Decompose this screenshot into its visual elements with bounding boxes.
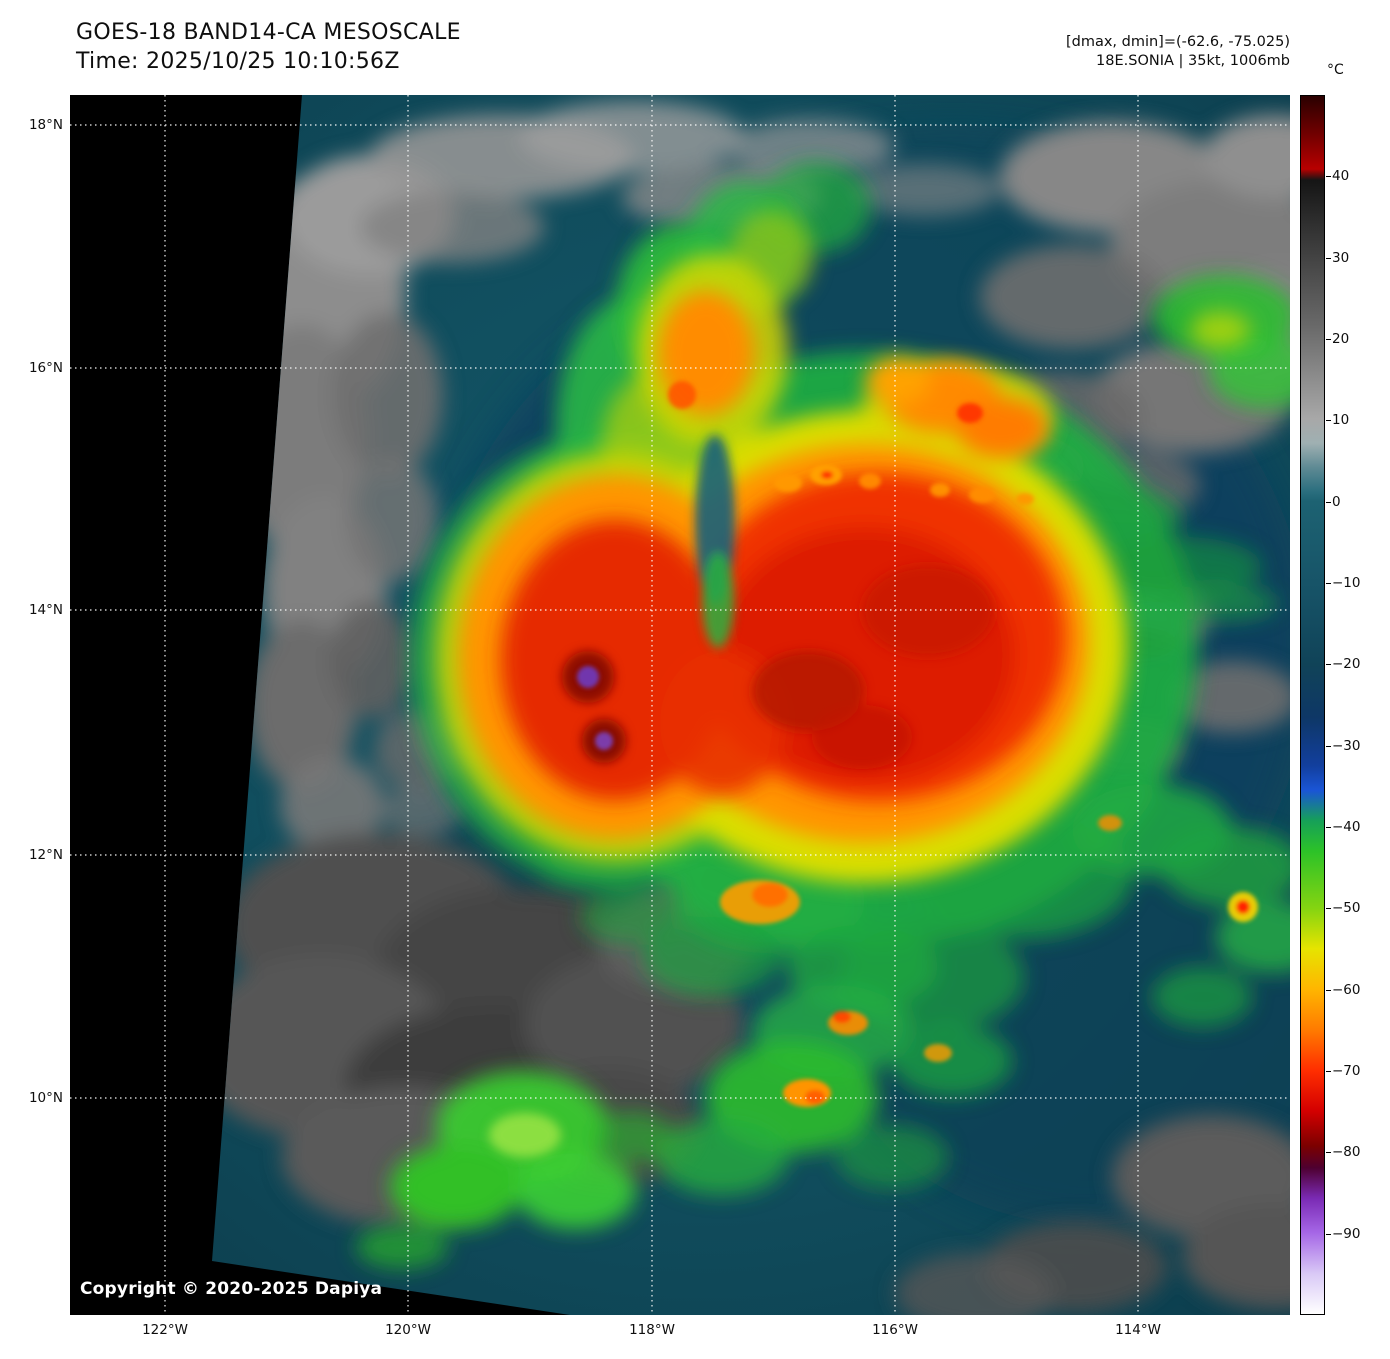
lon-label: 122°W [142,1322,188,1338]
colorbar-tick-label: −20 [1326,656,1361,672]
colorbar-tick-label: 40 [1325,168,1350,184]
small-hot-spots [577,381,1258,1107]
lat-label: 10°N [28,1090,63,1106]
colorbar-tick-label: −80 [1326,1144,1361,1160]
colorbar-tick-label: 0 [1326,494,1341,510]
lon-label: 114°W [1115,1322,1161,1338]
storm-info: 18E.SONIA | 35kt, 1006mb [1096,53,1290,69]
grid-lines [70,95,1290,1315]
colorbar-tick-label: 30 [1325,250,1350,266]
lon-label: 120°W [385,1322,431,1338]
copyright-watermark: Copyright © 2020-2025 Dapiya [80,1279,383,1299]
colorbar-tick-label: −90 [1326,1226,1361,1242]
lon-label: 118°W [629,1322,675,1338]
core-details [489,435,994,1157]
colorbar-unit-label: °C [1327,62,1344,78]
lat-label: 12°N [28,847,63,863]
colorbar-tick-label: −70 [1326,1063,1361,1079]
lon-label: 116°W [872,1322,918,1338]
lat-label: 14°N [28,602,63,618]
colorbar-tick-label: 20 [1325,331,1350,347]
colorbar-tick-label: −30 [1326,738,1361,754]
lat-label: 16°N [28,360,63,376]
colorbar-tick-label: −60 [1326,982,1361,998]
temperature-colorbar [1300,95,1325,1315]
satellite-map: Copyright © 2020-2025 Dapiya [70,95,1290,1315]
dmax-dmin-readout: [dmax, dmin]=(-62.6, -75.025) [1065,34,1290,50]
colorbar-tick-label: −40 [1326,819,1361,835]
colorbar-tick-label: 10 [1325,412,1350,428]
timestamp: Time: 2025/10/25 10:10:56Z [76,49,400,74]
lat-label: 18°N [28,117,63,133]
header-right: [dmax, dmin]=(-62.6, -75.025) 18E.SONIA … [1066,33,1290,71]
product-title: GOES-18 BAND14-CA MESOSCALE [76,20,461,45]
satellite-image [70,95,1290,1315]
header-left: GOES-18 BAND14-CA MESOSCALE Time: 2025/1… [76,18,461,76]
colorbar-tick-label: −50 [1326,900,1361,916]
colorbar-tick-label: −10 [1326,575,1361,591]
